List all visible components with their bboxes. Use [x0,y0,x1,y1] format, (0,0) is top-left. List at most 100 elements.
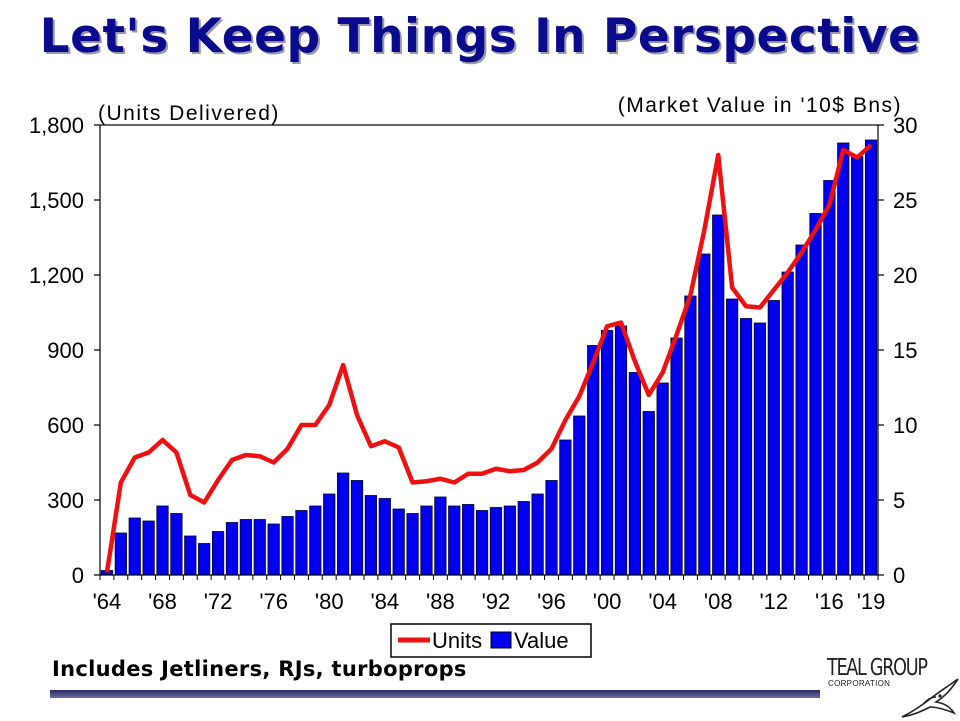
x-tick-label: '00 [593,589,622,614]
value-bar [156,505,169,576]
value-bar [309,505,322,576]
right-tick-label: 5 [893,488,905,513]
value-bar [184,535,197,576]
value-bar [698,253,711,576]
value-bar [253,519,266,576]
x-tick-label: '76 [259,589,288,614]
left-axis-label: (Units Delivered) [98,102,280,125]
value-bars [100,139,878,576]
value-bar [489,507,503,576]
value-bar [517,501,530,576]
legend-units-label: Units [432,628,482,653]
value-bar [434,496,447,576]
x-tick-label: '72 [204,589,233,614]
value-bar [128,517,141,576]
left-tick-label: 1,200 [29,263,84,288]
footer-rule [50,690,820,698]
x-tick-label: '16 [815,589,844,614]
x-tick-label: '92 [482,589,511,614]
left-tick-label: 1,800 [29,113,84,138]
value-bar [712,214,725,576]
value-bar [170,513,183,576]
value-bar [600,330,614,576]
value-bar [475,510,489,576]
left-tick-label: 300 [47,488,84,513]
bird-icon [901,678,959,718]
value-bar [628,372,641,576]
value-bar [337,472,350,576]
x-tick-label: '08 [704,589,733,614]
value-bar [864,139,878,576]
value-bar [753,322,767,576]
x-tick-label: '68 [148,589,177,614]
value-bar [448,505,461,576]
value-bar [211,531,225,576]
left-tick-label: 600 [47,413,84,438]
value-bar [559,439,572,576]
right-tick-label: 25 [893,188,917,213]
page-title: Let's Keep Things In Perspective [39,9,921,64]
chart-axes [94,124,884,580]
value-bar [364,495,377,576]
value-bar [545,480,558,576]
value-bar [462,504,475,576]
value-bar [726,298,739,576]
tick-labels: 0 0 300 5 600 10 900 15 1,200 20 1,500 25 1,800 30 '64… [29,113,918,614]
value-bar [142,520,155,576]
value-bar [198,543,211,576]
value-bar [350,480,364,576]
value-bar [503,505,516,576]
units-line [104,143,873,573]
x-tick-label: '80 [315,589,344,614]
value-bar [531,493,544,576]
x-tick-label: '88 [426,589,455,614]
value-bar [684,295,697,576]
value-bar [781,271,794,576]
value-bar [670,337,683,576]
x-tick-label: '84 [370,589,399,614]
value-bar [795,244,808,576]
right-axis-label: (Market Value in '10$ Bns) [618,94,902,117]
logo-subtitle: CORPORATION [828,679,891,688]
legend-value-swatch [490,631,512,649]
value-bar [281,516,294,576]
value-bar [767,300,780,576]
value-bar [573,415,586,576]
left-tick-label: 1,500 [29,188,84,213]
value-bar [267,523,280,576]
value-bar [656,382,669,576]
value-bar [323,493,336,576]
value-bar [851,156,864,576]
x-tick-label: '19 [857,589,886,614]
x-tick-label: '12 [759,589,788,614]
value-bar [225,522,239,576]
value-bar [406,513,419,576]
units-line-layer [104,143,873,573]
footnote: Includes Jetliners, RJs, turboprops [52,657,467,681]
x-tick-label: '64 [93,589,122,614]
value-bar [739,318,753,576]
teal-group-logo: TEAL GROUP CORPORATION [820,655,960,720]
value-bar [114,532,127,576]
value-bar [378,498,391,576]
value-bar [420,505,433,576]
chart-legend: Units Value [390,623,592,658]
value-bar [837,142,850,576]
right-tick-label: 15 [893,338,917,363]
value-bar [392,508,405,576]
value-bar [295,510,308,576]
left-tick-label: 900 [47,338,84,363]
x-tick-label: '96 [537,589,566,614]
value-bar [239,519,252,576]
value-bar [587,345,600,576]
value-bar [614,325,628,576]
logo-name: TEAL GROUP [827,655,928,681]
right-tick-label: 10 [893,413,917,438]
right-tick-label: 0 [893,563,905,588]
value-bar [642,411,655,576]
legend-value-label: Value [514,628,569,653]
value-bar [809,213,822,576]
left-tick-label: 0 [72,563,84,588]
value-bar [823,180,836,576]
